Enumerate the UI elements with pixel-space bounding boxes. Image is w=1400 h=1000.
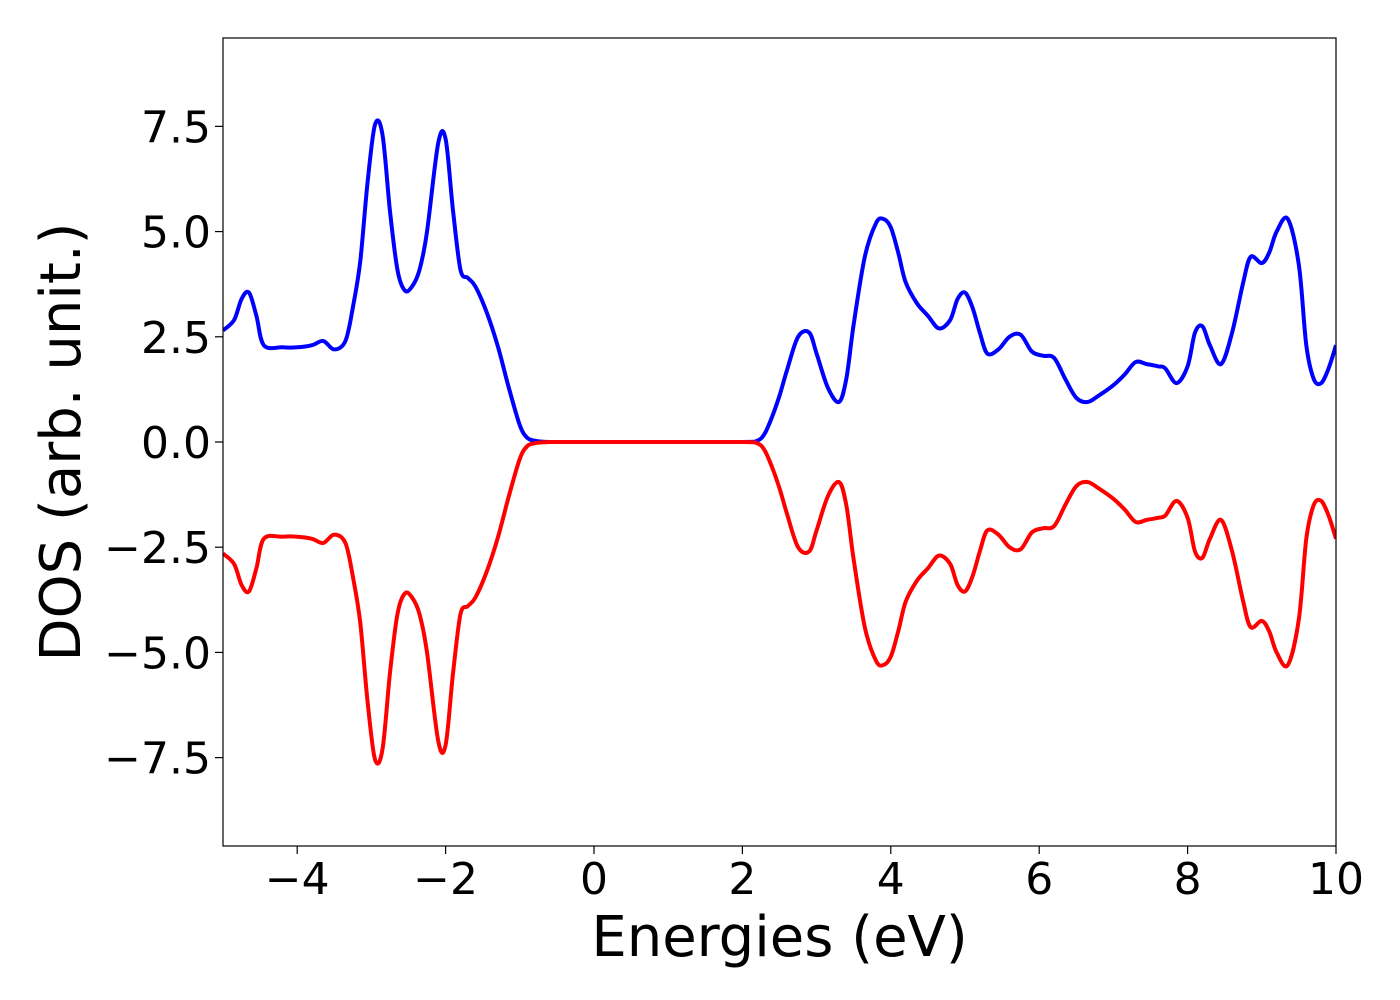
y-tick-label: 2.5 bbox=[141, 313, 211, 364]
plot-frame bbox=[222, 37, 1337, 847]
x-tick-label: 6 bbox=[1025, 854, 1053, 905]
y-axis-title: DOS (arb. unit.) bbox=[29, 222, 94, 661]
series-layer bbox=[223, 118, 1336, 766]
x-tick-label: 8 bbox=[1174, 854, 1202, 905]
x-tick-label: −4 bbox=[265, 854, 330, 905]
y-tick-label: −2.5 bbox=[104, 523, 211, 574]
series-line-0 bbox=[223, 118, 1336, 445]
x-tick-label: −2 bbox=[413, 854, 478, 905]
y-tick-label: −5.0 bbox=[104, 628, 211, 679]
x-axis: −4 −2 0 2 4 6 8 10 bbox=[265, 846, 1364, 905]
x-tick-label: 4 bbox=[877, 854, 905, 905]
x-tick-label: 10 bbox=[1308, 854, 1364, 905]
series-line-1 bbox=[223, 439, 1336, 766]
y-axis: −7.5 −5.0 −2.5 0.0 2.5 5.0 7.5 bbox=[104, 102, 223, 785]
x-tick-label: 0 bbox=[580, 854, 608, 905]
y-tick-label: 5.0 bbox=[141, 208, 211, 259]
y-tick-label: 0.0 bbox=[141, 418, 211, 469]
y-tick-label: 7.5 bbox=[141, 102, 211, 153]
x-axis-title: Energies (eV) bbox=[591, 905, 967, 970]
y-tick-label: −7.5 bbox=[104, 734, 211, 785]
x-tick-label: 2 bbox=[728, 854, 756, 905]
